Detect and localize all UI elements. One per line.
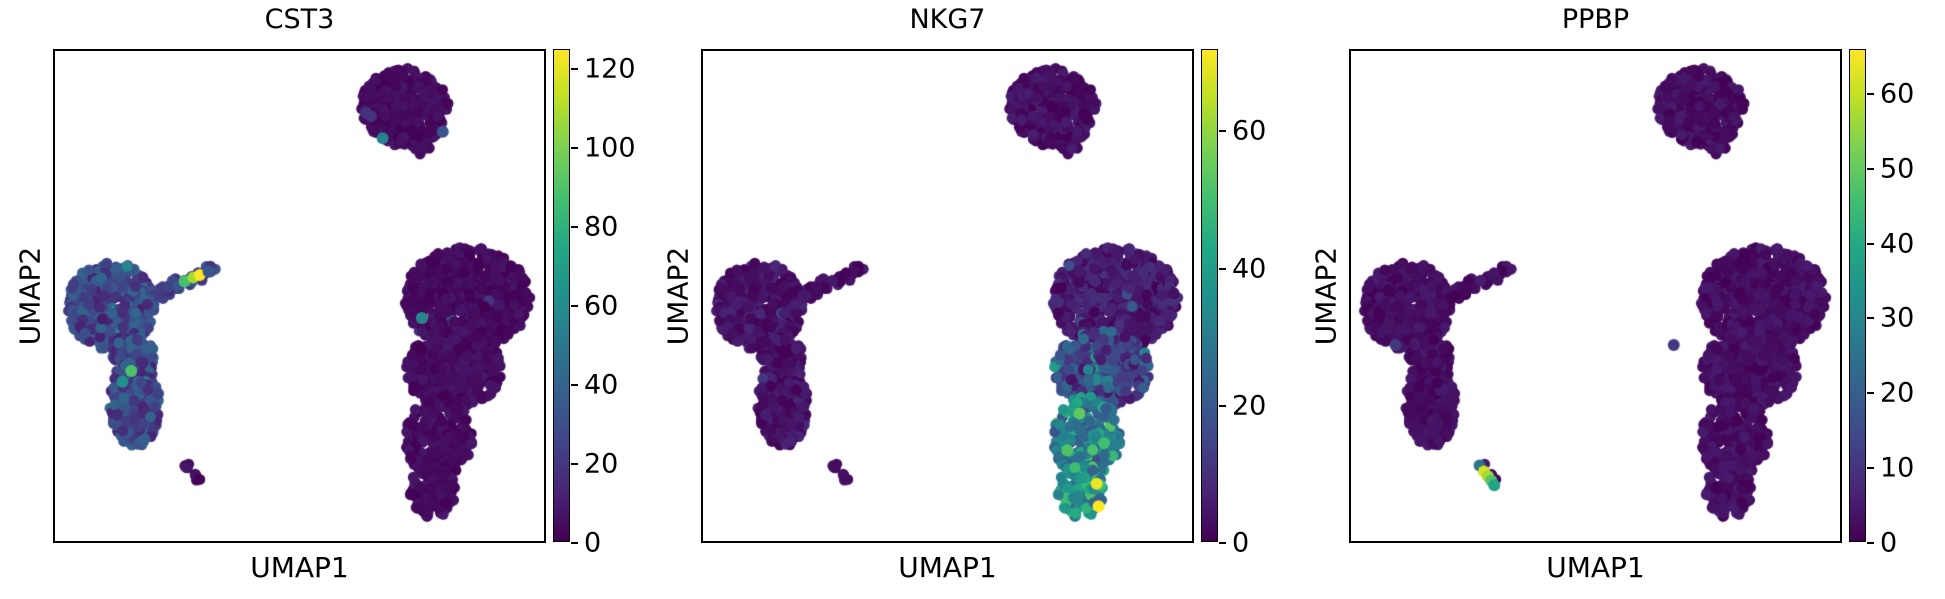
colorbar-tick-label: 40 — [584, 369, 619, 401]
colorbar-tick — [571, 383, 578, 386]
colorbar-tick-label: 30 — [1880, 302, 1915, 334]
colorbar-tick — [1867, 467, 1874, 470]
plot-frame — [53, 49, 546, 543]
colorbar-tick — [571, 542, 578, 544]
colorbar-tick — [1867, 242, 1874, 245]
x-axis-label: UMAP1 — [250, 551, 349, 584]
panel-title: NKG7 — [909, 4, 986, 35]
colorbar-tick-label: 120 — [584, 53, 636, 85]
colorbar-tick-label: 80 — [584, 211, 619, 243]
colorbar-tick-label: 10 — [1880, 452, 1915, 484]
colorbar-tick — [571, 304, 578, 307]
colorbar-tick — [1867, 542, 1874, 544]
umap-scatter-canvas — [1351, 51, 1840, 541]
colorbar-tick — [1219, 542, 1226, 544]
colorbar-tick — [571, 462, 578, 465]
colorbar-tick-label: 20 — [1880, 377, 1915, 409]
colorbar-tick-label: 60 — [584, 290, 619, 322]
colorbar — [553, 49, 570, 542]
colorbar-tick-label: 40 — [1880, 228, 1915, 260]
colorbar-tick — [1219, 130, 1226, 133]
umap-scatter-canvas — [703, 51, 1192, 541]
colorbar-tick — [1219, 267, 1226, 270]
y-axis-label: UMAP2 — [13, 246, 47, 346]
panel-ppbp: PPBP UMAP2 UMAP1 0 10 20 30 40 50 60 — [1296, 0, 1944, 599]
x-axis-label: UMAP1 — [898, 551, 997, 584]
colorbar — [1201, 49, 1218, 542]
colorbar-tick — [571, 225, 578, 228]
colorbar-tick — [1219, 404, 1226, 407]
colorbar-tick-label: 60 — [1232, 115, 1267, 147]
y-axis-label: UMAP2 — [661, 246, 695, 346]
colorbar-tick-label: 20 — [1232, 390, 1267, 422]
panel-title: CST3 — [264, 4, 335, 35]
panel-title: PPBP — [1561, 4, 1630, 35]
colorbar — [1849, 49, 1866, 542]
colorbar-tick-label: 0 — [584, 527, 602, 559]
y-axis-label: UMAP2 — [1309, 246, 1343, 346]
x-axis-label: UMAP1 — [1546, 551, 1645, 584]
colorbar-tick-label: 100 — [584, 132, 636, 164]
colorbar-tick-label: 60 — [1880, 78, 1915, 110]
umap-scatter-canvas — [55, 51, 544, 541]
colorbar-tick-label: 50 — [1880, 153, 1915, 185]
colorbar-tick-label: 20 — [584, 448, 619, 480]
colorbar-tick-label: 0 — [1880, 527, 1898, 559]
colorbar-tick — [1867, 317, 1874, 320]
colorbar-tick — [571, 146, 578, 149]
colorbar-tick — [1867, 167, 1874, 170]
colorbar-tick-label: 0 — [1232, 527, 1250, 559]
panel-cst3: CST3 UMAP2 UMAP1 0 20 40 60 80 100 120 — [0, 0, 648, 599]
colorbar-tick-label: 40 — [1232, 253, 1267, 285]
plot-frame — [1349, 49, 1842, 543]
plot-frame — [701, 49, 1194, 543]
colorbar-tick — [1867, 392, 1874, 395]
colorbar-tick — [571, 67, 578, 70]
colorbar-tick — [1867, 92, 1874, 95]
panel-nkg7: NKG7 UMAP2 UMAP1 0 20 40 60 — [648, 0, 1296, 599]
